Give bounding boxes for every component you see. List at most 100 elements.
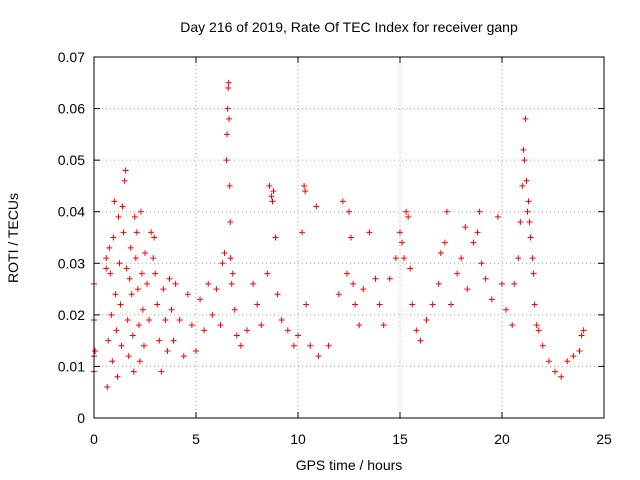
data-point <box>356 322 363 329</box>
data-point <box>302 188 309 195</box>
data-point <box>520 146 527 153</box>
data-point <box>224 131 231 138</box>
data-point <box>409 301 416 308</box>
data-point <box>228 280 235 287</box>
x-axis-label: GPS time / hours <box>296 457 403 473</box>
data-point <box>521 157 528 164</box>
x-tick-label: 25 <box>596 431 612 447</box>
data-point <box>350 280 357 287</box>
data-point <box>112 291 119 298</box>
data-point <box>343 270 350 277</box>
y-tick-label: 0.01 <box>58 358 85 374</box>
data-point <box>164 347 171 354</box>
data-point <box>225 79 232 86</box>
data-point <box>376 301 383 308</box>
data-point <box>105 337 112 344</box>
data-point <box>237 342 244 349</box>
y-tick-label: 0.04 <box>58 204 85 220</box>
data-point <box>522 115 529 122</box>
data-point <box>172 280 179 287</box>
data-point <box>494 213 501 220</box>
data-point <box>152 270 159 277</box>
data-point <box>146 317 153 324</box>
data-point <box>168 306 175 313</box>
data-point <box>366 229 373 236</box>
data-point <box>111 198 118 205</box>
data-point <box>405 213 412 220</box>
data-point <box>478 260 485 267</box>
data-point <box>545 358 552 365</box>
data-point <box>295 332 301 339</box>
data-point <box>524 208 531 215</box>
data-point <box>113 327 120 334</box>
data-point <box>108 311 115 318</box>
y-tick-label: 0.05 <box>58 152 85 168</box>
grid-lines <box>94 57 604 418</box>
data-point <box>123 265 130 272</box>
data-point <box>290 342 297 349</box>
data-point <box>474 229 481 236</box>
data-point <box>476 208 483 215</box>
data-point <box>226 115 233 122</box>
data-point <box>527 234 534 241</box>
data-point <box>114 373 121 380</box>
data-point <box>464 286 471 293</box>
x-tick-label: 20 <box>494 431 510 447</box>
data-point <box>128 291 135 298</box>
y-tick-label: 0.07 <box>58 49 85 65</box>
data-point <box>401 255 408 262</box>
data-point <box>315 353 322 360</box>
data-point <box>209 311 216 318</box>
x-tick-label: 10 <box>290 431 306 447</box>
data-point <box>120 229 127 236</box>
data-point <box>133 229 140 236</box>
data-point <box>115 213 122 220</box>
data-point <box>509 322 516 329</box>
data-point <box>205 280 212 287</box>
data-point <box>270 188 277 195</box>
data-point <box>523 177 530 184</box>
data-point <box>403 208 410 215</box>
data-point <box>299 229 306 236</box>
data-point <box>129 332 136 339</box>
data-point <box>160 286 167 293</box>
data-point <box>138 270 145 277</box>
data-point <box>517 219 524 226</box>
data-point <box>227 255 234 262</box>
data-point <box>339 198 346 205</box>
data-point <box>148 229 155 236</box>
data-point <box>372 275 379 282</box>
data-point <box>180 353 187 360</box>
data-point <box>140 342 147 349</box>
data-point <box>488 296 495 303</box>
data-point <box>503 306 510 313</box>
data-point <box>126 275 133 282</box>
data-point <box>499 280 505 287</box>
x-tick-label: 15 <box>392 431 408 447</box>
data-point <box>284 327 291 334</box>
data-point <box>103 265 110 272</box>
data-point <box>132 255 139 262</box>
data-point <box>154 301 161 308</box>
data-point <box>417 337 424 344</box>
data-point <box>441 239 448 246</box>
data-point <box>226 182 233 189</box>
data-point <box>570 353 577 360</box>
data-point <box>482 275 489 282</box>
data-point <box>258 322 265 329</box>
data-point <box>462 224 469 231</box>
data-point <box>137 208 144 215</box>
data-point <box>552 368 559 375</box>
data-point <box>519 182 526 189</box>
data-point <box>580 327 587 334</box>
data-point <box>539 342 546 349</box>
data-point <box>197 296 204 303</box>
data-point <box>131 213 138 220</box>
data-point <box>307 342 314 349</box>
data-point <box>127 244 134 251</box>
data-point <box>110 234 117 241</box>
axis-ticks: 0 5 10 15 20 25 0 0.01 0.02 0.03 0.04 0.05 0.06 0.07 <box>58 49 612 447</box>
data-point <box>578 332 585 339</box>
data-point <box>156 337 163 344</box>
